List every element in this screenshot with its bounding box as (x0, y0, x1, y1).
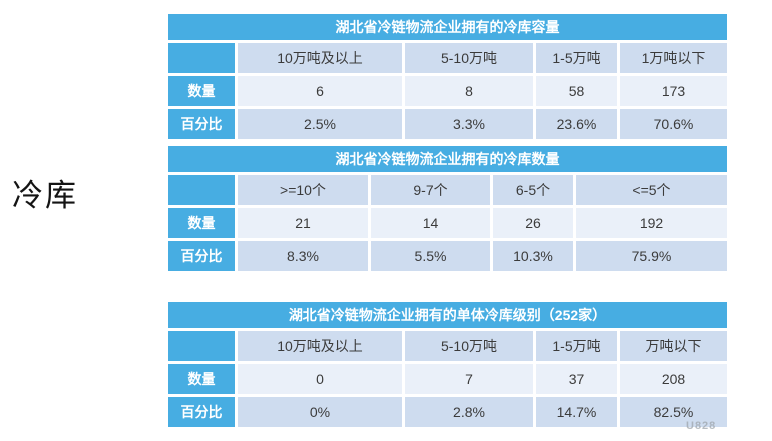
column-header: 1-5万吨 (536, 43, 617, 73)
table-cell: 192 (576, 208, 727, 238)
table-single-cold-storage-level: 湖北省冷链物流企业拥有的单体冷库级别（252家） 10万吨及以上 5-10万吨 … (168, 302, 727, 427)
row-label-quantity: 数量 (168, 208, 235, 238)
row-label-quantity: 数量 (168, 364, 235, 394)
table-cell: 0% (238, 397, 402, 427)
table-cell: 21 (238, 208, 368, 238)
table-cell: 8 (405, 76, 533, 106)
table-cell: 10.3% (493, 241, 573, 271)
table-cell: 75.9% (576, 241, 727, 271)
table-cell: 5.5% (371, 241, 490, 271)
column-header: 5-10万吨 (405, 43, 533, 73)
table-cell: 70.6% (620, 109, 727, 139)
table-cell: 37 (536, 364, 617, 394)
table-cell: 2.5% (238, 109, 402, 139)
row-label-quantity: 数量 (168, 76, 235, 106)
table-title: 湖北省冷链物流企业拥有的冷库数量 (168, 146, 727, 172)
column-header: >=10个 (238, 175, 368, 205)
table-cell: 2.8% (405, 397, 533, 427)
table-cell: 0 (238, 364, 402, 394)
table-title: 湖北省冷链物流企业拥有的单体冷库级别（252家） (168, 302, 727, 328)
watermark: U828 (686, 420, 717, 432)
row-label-percentage: 百分比 (168, 109, 235, 139)
column-header: 9-7个 (371, 175, 490, 205)
table-cell: 26 (493, 208, 573, 238)
table-cold-storage-capacity: 湖北省冷链物流企业拥有的冷库容量 10万吨及以上 5-10万吨 1-5万吨 1万… (168, 14, 727, 139)
table-cell: 82.5% (620, 397, 727, 427)
column-header: 万吨以下 (620, 331, 727, 361)
column-header: 10万吨及以上 (238, 43, 402, 73)
column-header: <=5个 (576, 175, 727, 205)
section-label-cold-storage: 冷库 (12, 178, 78, 213)
table-cell: 8.3% (238, 241, 368, 271)
table-title: 湖北省冷链物流企业拥有的冷库容量 (168, 14, 727, 40)
table-cell: 3.3% (405, 109, 533, 139)
corner-cell (168, 331, 235, 361)
column-header: 1-5万吨 (536, 331, 617, 361)
corner-cell (168, 175, 235, 205)
row-label-percentage: 百分比 (168, 397, 235, 427)
table-cell: 23.6% (536, 109, 617, 139)
table-cold-storage-count: 湖北省冷链物流企业拥有的冷库数量 >=10个 9-7个 6-5个 <=5个 数量… (168, 146, 727, 271)
table-cell: 6 (238, 76, 402, 106)
corner-cell (168, 43, 235, 73)
column-header: 10万吨及以上 (238, 331, 402, 361)
table-cell: 7 (405, 364, 533, 394)
column-header: 5-10万吨 (405, 331, 533, 361)
row-label-percentage: 百分比 (168, 241, 235, 271)
table-cell: 58 (536, 76, 617, 106)
table-cell: 14.7% (536, 397, 617, 427)
column-header: 6-5个 (493, 175, 573, 205)
table-cell: 14 (371, 208, 490, 238)
column-header: 1万吨以下 (620, 43, 727, 73)
table-cell: 208 (620, 364, 727, 394)
table-cell: 173 (620, 76, 727, 106)
